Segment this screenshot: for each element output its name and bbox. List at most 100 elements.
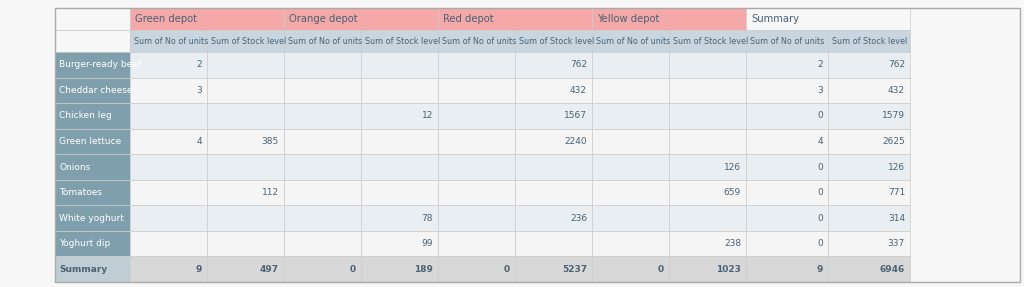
Bar: [284, 129, 361, 154]
Bar: [438, 52, 515, 77]
Bar: [669, 103, 746, 129]
Bar: [207, 257, 284, 282]
Text: Burger-ready beef: Burger-ready beef: [59, 60, 141, 69]
Bar: [438, 231, 515, 257]
Bar: [592, 205, 669, 231]
Text: 0: 0: [350, 265, 356, 274]
Bar: [55, 205, 130, 231]
Text: Sum of Stock level: Sum of Stock level: [673, 36, 749, 46]
Text: Sum of No of units: Sum of No of units: [288, 36, 362, 46]
Text: 9: 9: [816, 265, 823, 274]
Bar: [438, 30, 515, 52]
Text: 112: 112: [262, 188, 279, 197]
Text: 9: 9: [196, 265, 202, 274]
Text: 762: 762: [888, 60, 905, 69]
Bar: [828, 52, 910, 77]
Bar: [284, 180, 361, 205]
Bar: [669, 231, 746, 257]
Bar: [284, 30, 361, 52]
Bar: [669, 257, 746, 282]
Text: 99: 99: [422, 239, 433, 248]
Text: Sum of Stock level: Sum of Stock level: [831, 36, 907, 46]
Bar: [592, 257, 669, 282]
Bar: [130, 257, 207, 282]
Bar: [515, 205, 592, 231]
Text: 497: 497: [260, 265, 279, 274]
Bar: [130, 103, 207, 129]
Bar: [207, 77, 284, 103]
Text: Summary: Summary: [59, 265, 108, 274]
Text: 6946: 6946: [880, 265, 905, 274]
Bar: [207, 52, 284, 77]
Bar: [130, 77, 207, 103]
Bar: [828, 103, 910, 129]
Bar: [592, 154, 669, 180]
Bar: [592, 129, 669, 154]
Bar: [284, 257, 361, 282]
Text: 0: 0: [817, 188, 823, 197]
Text: Sum of No of units: Sum of No of units: [596, 36, 671, 46]
Bar: [592, 52, 669, 77]
Text: 0: 0: [657, 265, 664, 274]
Bar: [592, 77, 669, 103]
Bar: [284, 77, 361, 103]
Bar: [515, 154, 592, 180]
Bar: [515, 30, 592, 52]
Text: 78: 78: [422, 214, 433, 223]
Text: 1023: 1023: [716, 265, 741, 274]
Bar: [828, 77, 910, 103]
Text: Tomatoes: Tomatoes: [59, 188, 102, 197]
Text: Orange depot: Orange depot: [289, 14, 357, 24]
Bar: [669, 30, 746, 52]
Bar: [130, 129, 207, 154]
Bar: [55, 154, 130, 180]
Text: Sum of Stock level: Sum of Stock level: [211, 36, 287, 46]
Text: 4: 4: [197, 137, 202, 146]
Bar: [130, 205, 207, 231]
Bar: [207, 103, 284, 129]
Text: 432: 432: [888, 86, 905, 95]
Bar: [515, 231, 592, 257]
Text: 432: 432: [570, 86, 587, 95]
Text: 0: 0: [817, 111, 823, 120]
Bar: [284, 154, 361, 180]
Bar: [361, 231, 438, 257]
Bar: [361, 205, 438, 231]
Bar: [207, 180, 284, 205]
Bar: [130, 154, 207, 180]
Bar: [828, 30, 910, 52]
Bar: [438, 77, 515, 103]
Bar: [361, 52, 438, 77]
Bar: [438, 154, 515, 180]
Bar: [746, 205, 828, 231]
Text: Yoghurt dip: Yoghurt dip: [59, 239, 111, 248]
Bar: [592, 30, 669, 52]
Text: 189: 189: [414, 265, 433, 274]
Bar: [55, 52, 130, 77]
Text: 385: 385: [262, 137, 279, 146]
Bar: [284, 205, 361, 231]
Bar: [746, 180, 828, 205]
Bar: [438, 205, 515, 231]
Text: White yoghurt: White yoghurt: [59, 214, 124, 223]
Text: Red depot: Red depot: [443, 14, 494, 24]
Bar: [828, 205, 910, 231]
Text: 0: 0: [817, 162, 823, 172]
Text: Sum of Stock level: Sum of Stock level: [365, 36, 440, 46]
Bar: [828, 257, 910, 282]
Bar: [669, 52, 746, 77]
Bar: [515, 103, 592, 129]
Text: 337: 337: [888, 239, 905, 248]
Bar: [515, 180, 592, 205]
Bar: [207, 30, 284, 52]
Bar: [130, 8, 284, 30]
Text: Sum of No of units: Sum of No of units: [134, 36, 208, 46]
Bar: [669, 154, 746, 180]
Bar: [55, 103, 130, 129]
Bar: [746, 154, 828, 180]
Text: Green depot: Green depot: [135, 14, 197, 24]
Bar: [55, 30, 130, 52]
Bar: [284, 8, 438, 30]
Bar: [361, 77, 438, 103]
Text: 2: 2: [197, 60, 202, 69]
